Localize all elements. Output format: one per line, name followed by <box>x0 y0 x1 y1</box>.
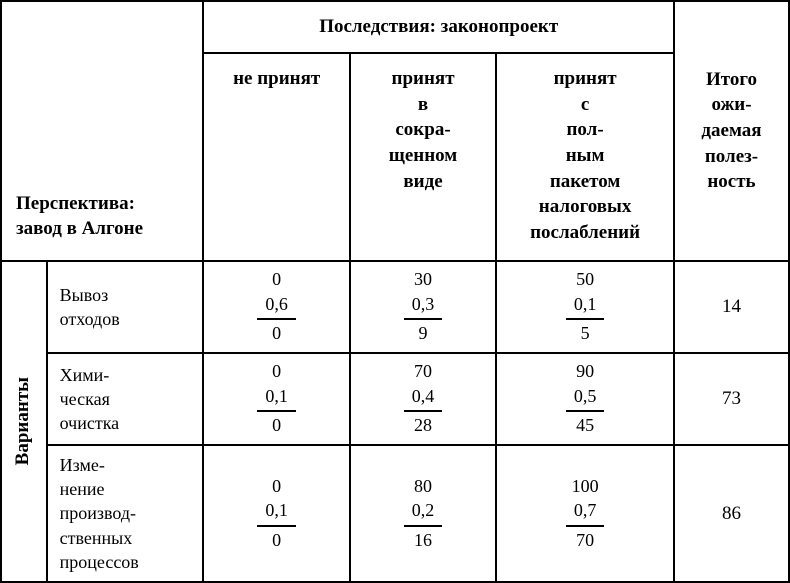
perspective-label: Перспектива:завод в Алгоне <box>16 193 143 240</box>
total-0: 14 <box>674 261 789 353</box>
total-header: Итогоожи-даемаяполез-ность <box>674 1 789 261</box>
col-header-2: принятспол-нымпакетомналоговыхпослаблени… <box>496 53 674 261</box>
cell-1-1: 70 0,4 28 <box>350 353 496 445</box>
variants-header: Варианты <box>1 261 47 582</box>
row-label-0: Вывозотходов <box>47 261 204 353</box>
cell-2-1: 80 0,2 16 <box>350 445 496 582</box>
perspective-header: Перспектива:завод в Алгоне <box>1 1 203 261</box>
total-2: 86 <box>674 445 789 582</box>
row-label-2: Изме-нениепроизвод-ственныхпроцессов <box>47 445 204 582</box>
cell-2-0: 0 0,1 0 <box>203 445 349 582</box>
total-1: 73 <box>674 353 789 445</box>
cell-0-0: 0 0,6 0 <box>203 261 349 353</box>
row-label-1: Хими-ческаяочистка <box>47 353 204 445</box>
cell-0-1: 30 0,3 9 <box>350 261 496 353</box>
cell-0-2: 50 0,1 5 <box>496 261 674 353</box>
col-header-0: не принят <box>203 53 349 261</box>
cell-1-0: 0 0,1 0 <box>203 353 349 445</box>
consequences-header: Последствия: законопроект <box>203 1 674 53</box>
utility-table: Перспектива:завод в Алгоне Последствия: … <box>0 0 790 583</box>
cell-2-2: 100 0,7 70 <box>496 445 674 582</box>
col-header-1: принятвсокра-щенномвиде <box>350 53 496 261</box>
cell-1-2: 90 0,5 45 <box>496 353 674 445</box>
